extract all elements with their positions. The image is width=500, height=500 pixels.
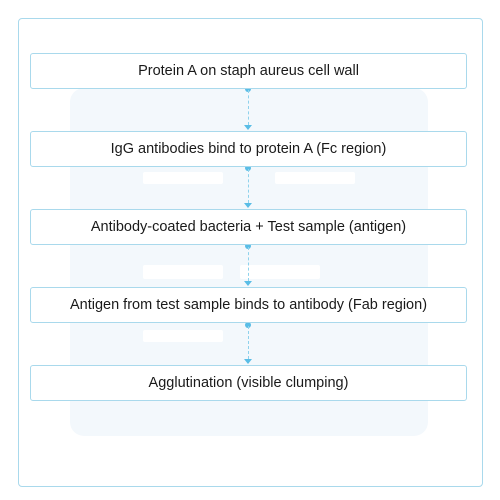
flow-step-label: IgG antibodies bind to protein A (Fc reg…	[111, 141, 387, 157]
flow-step-1: Protein A on staph aureus cell wall	[30, 53, 467, 89]
flow-step-5: Agglutination (visible clumping)	[30, 365, 467, 401]
background-placeholder	[240, 265, 320, 279]
flow-step-4: Antigen from test sample binds to antibo…	[30, 287, 467, 323]
flow-step-label: Protein A on staph aureus cell wall	[138, 63, 359, 79]
connector-line	[248, 326, 249, 359]
connector-arrow	[244, 125, 252, 130]
connector-arrow	[244, 359, 252, 364]
connector-arrow	[244, 281, 252, 286]
background-placeholder	[143, 330, 223, 342]
flow-step-label: Antigen from test sample binds to antibo…	[70, 297, 427, 313]
background-placeholder	[275, 172, 355, 184]
connector-line	[248, 169, 249, 203]
flow-step-label: Antibody-coated bacteria + Test sample (…	[91, 219, 406, 235]
flow-step-2: IgG antibodies bind to protein A (Fc reg…	[30, 131, 467, 167]
connector-line	[248, 90, 249, 125]
connector-line	[248, 247, 249, 281]
background-placeholder	[143, 265, 223, 279]
background-placeholder	[143, 172, 223, 184]
flow-step-3: Antibody-coated bacteria + Test sample (…	[30, 209, 467, 245]
connector-arrow	[244, 203, 252, 208]
flow-step-label: Agglutination (visible clumping)	[149, 375, 349, 391]
